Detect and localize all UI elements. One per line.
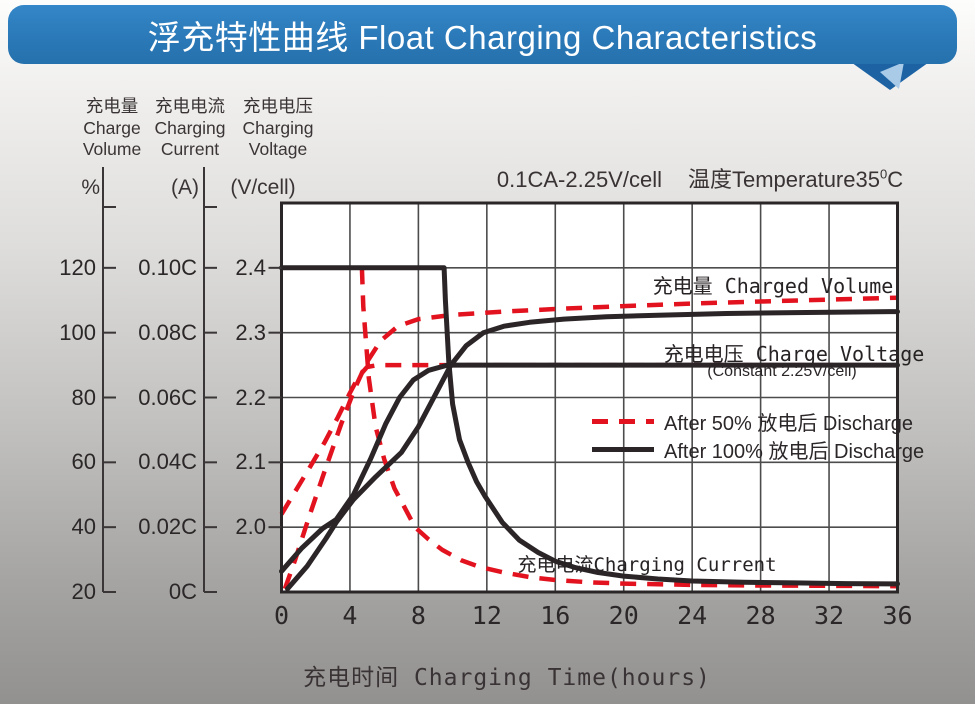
condition-rating: 0.1CA-2.25V/cell xyxy=(496,167,662,192)
x-axis-title: 充电时间 Charging Time(hours) xyxy=(303,665,711,691)
axis-header-charging-current-en1: Charging xyxy=(154,117,226,138)
axis-header-charge-volume-en1: Charge xyxy=(83,117,141,138)
legend-sample-dashed-line xyxy=(592,419,654,424)
curve-charging-current-after-50-discharge xyxy=(281,265,898,589)
voltage-tick-label: 2.1 xyxy=(235,449,266,475)
x-tick-label: 36 xyxy=(882,601,913,630)
voltage-tick-label: 2.2 xyxy=(235,384,266,410)
annotation-charging-current: 充电电流Charging Current xyxy=(517,554,777,576)
x-tick-label: 28 xyxy=(745,601,776,630)
axis-header-charge-volume: 充电量 Charge Volume xyxy=(62,96,162,161)
x-tick-label: 16 xyxy=(540,601,571,630)
axis-header-charging-voltage-en1: Charging xyxy=(242,117,314,138)
voltage-tick-label: 2.3 xyxy=(235,319,266,345)
volume-tick-label: 120 xyxy=(59,254,96,280)
axis-header-charging-voltage-en2: Voltage xyxy=(248,139,308,159)
legend-label: After 100% 放电后 Discharge xyxy=(664,441,925,463)
curve-charging-current-after-100-discharge xyxy=(279,265,900,587)
current-tick-label: 0.04C xyxy=(138,449,197,475)
condition-temperature-unit: C xyxy=(887,167,904,192)
x-tick-label: 32 xyxy=(813,601,845,630)
voltage-tick-label: 2.4 xyxy=(235,254,266,280)
x-tick-label: 0 xyxy=(273,601,290,630)
annotation-constant-voltage: (Constant 2.25V/cell) xyxy=(707,363,857,380)
curve-charge-voltage-after-100-discharge xyxy=(279,362,900,574)
volume-tick-label: 60 xyxy=(71,449,96,475)
x-tick-label: 8 xyxy=(410,601,426,630)
curve-charge-voltage-after-50-discharge xyxy=(279,362,898,516)
axis-header-charging-current-zh: 充电电流 xyxy=(155,96,225,116)
test-condition: 0.1CA-2.25V/cell 温度Temperature350C xyxy=(450,162,950,194)
current-tick-label: 0C xyxy=(168,579,197,604)
x-tick-label: 24 xyxy=(677,601,708,630)
condition-temperature: 温度Temperature35 xyxy=(687,167,880,192)
current-axis-unit: (A) xyxy=(171,176,199,199)
axis-header-charge-volume-en2: Volume xyxy=(82,139,142,159)
volume-tick-label: 100 xyxy=(59,319,96,345)
annotation-charged-volume: 充电量 Charged Volume xyxy=(652,274,894,298)
curve-charged-volume-after-50-discharge xyxy=(282,295,898,590)
volume-tick-label: 40 xyxy=(71,514,96,540)
current-tick-label: 0.02C xyxy=(138,514,197,540)
current-tick-label: 0.08C xyxy=(138,319,197,345)
x-tick-label: 12 xyxy=(471,601,502,630)
volume-tick-label: 20 xyxy=(71,579,96,604)
condition-temperature-superscript: 0 xyxy=(879,166,888,182)
x-tick-label: 20 xyxy=(608,601,639,630)
volume-tick-label: 80 xyxy=(71,384,96,410)
axis-header-charging-voltage-zh: 充电电压 xyxy=(243,96,313,116)
voltage-axis-unit: (V/cell) xyxy=(230,176,296,199)
x-tick-label: 4 xyxy=(342,601,358,630)
current-tick-label: 0.10C xyxy=(138,254,197,280)
volume-axis-unit: % xyxy=(81,176,100,199)
curve-charged-volume-after-100-discharge xyxy=(285,309,900,592)
banner-tail-light-shape xyxy=(880,62,904,89)
current-tick-label: 0.06C xyxy=(138,384,197,410)
banner-tail-decoration xyxy=(848,60,932,90)
voltage-tick-label: 2.0 xyxy=(235,514,266,540)
legend-sample-solid-line xyxy=(592,447,654,452)
axis-header-charge-volume-zh: 充电量 xyxy=(85,96,139,116)
page-title: 浮充特性曲线 Float Charging Characteristics xyxy=(147,18,818,56)
axis-header-charging-current: 充电电流 Charging Current xyxy=(140,96,240,161)
axis-header-charging-voltage: 充电电压 Charging Voltage xyxy=(228,96,328,161)
title-banner: 浮充特性曲线 Float Charging Characteristics xyxy=(8,5,957,64)
legend-label: After 50% 放电后 Discharge xyxy=(664,413,913,435)
axis-header-charging-current-en2: Current xyxy=(160,139,220,159)
annotation-charge-voltage: 充电电压 Charge Voltage xyxy=(663,342,925,366)
